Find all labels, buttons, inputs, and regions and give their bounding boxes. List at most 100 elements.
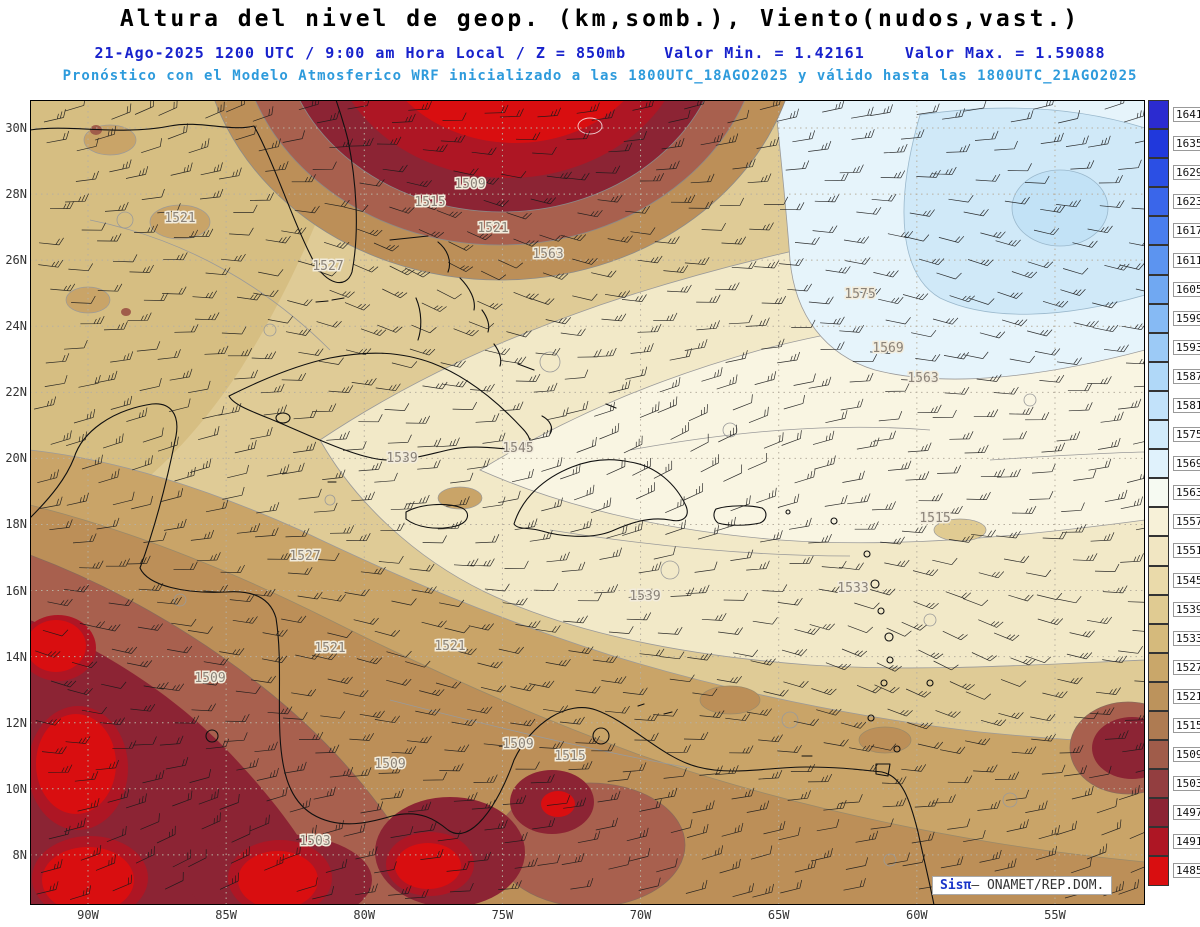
lat-tick-label: 10N xyxy=(5,781,27,796)
colorbar-swatch xyxy=(1148,187,1169,217)
colorbar-row: 1545 xyxy=(1148,565,1200,595)
colorbar-value: 1617 xyxy=(1173,223,1200,239)
colorbar-row: 1515 xyxy=(1148,710,1200,741)
colorbar-swatch xyxy=(1148,594,1169,624)
colorbar-swatch xyxy=(1148,361,1169,391)
valor-minmax: Valor Min. = 1.42161 Valor Max. = 1.5908… xyxy=(664,44,1105,62)
colorbar-value: 1551 xyxy=(1173,543,1200,559)
contour-label: 1533 xyxy=(837,581,868,596)
coast-cuba xyxy=(228,352,531,461)
colorbar-row: 1503 xyxy=(1148,769,1200,799)
colorbar-value: 1509 xyxy=(1173,747,1200,763)
colorbar-value: 1563 xyxy=(1173,485,1200,501)
contour-label: 1509 xyxy=(454,177,485,192)
lon-tick-label: 75W xyxy=(491,908,514,922)
contour-label: 1515 xyxy=(554,749,585,764)
geopotential-shading xyxy=(20,0,1187,926)
coast-jamaica xyxy=(405,503,469,529)
valor-max: Valor Max. = 1.59088 xyxy=(904,44,1106,62)
colorbar-swatch xyxy=(1148,216,1169,246)
colorbar-value: 1611 xyxy=(1173,252,1200,268)
colorbar-value: 1587 xyxy=(1173,368,1200,384)
colorbar-row: 1569 xyxy=(1148,449,1200,479)
colorbar-swatch xyxy=(1148,100,1169,130)
colorbar-value: 1557 xyxy=(1173,514,1200,530)
lat-tick-label: 26N xyxy=(5,253,27,268)
colorbar-swatch xyxy=(1148,827,1169,857)
lon-tick-label: 65W xyxy=(767,908,790,922)
colorbar-row: 1629 xyxy=(1148,158,1200,188)
colorbar-value: 1545 xyxy=(1173,572,1200,588)
colorbar-swatch xyxy=(1148,856,1169,886)
colorbar-value: 1503 xyxy=(1173,776,1200,792)
colorbar-value: 1569 xyxy=(1173,456,1200,472)
colorbar-swatch xyxy=(1148,129,1169,159)
colorbar-value: 1527 xyxy=(1173,659,1200,675)
contour-label: 1527 xyxy=(312,259,343,274)
lat-tick-label: 18N xyxy=(5,517,27,532)
colorbar-value: 1575 xyxy=(1173,427,1200,443)
contour-label: 1569 xyxy=(872,341,903,356)
coast-hispaniola xyxy=(513,459,688,537)
map-plot-area: 1509 1515 1521 1527 1521 1563 1575 1569 1563 1539… xyxy=(20,0,1187,926)
colorbar-row: 1587 xyxy=(1148,361,1200,391)
lat-tick-label: 22N xyxy=(5,385,27,400)
colorbar-swatch xyxy=(1148,390,1169,421)
contour-label: 1563 xyxy=(907,371,938,386)
lon-tick-label: 70W xyxy=(629,908,652,922)
contour-label: 1515 xyxy=(414,195,445,210)
colorbar-row: 1533 xyxy=(1148,623,1200,653)
colorbar-swatch xyxy=(1148,449,1169,479)
lat-tick-label: 28N xyxy=(5,187,27,202)
colorbar: 1641 1635 1629 1623 1617 1611 1605 1599 1593 1587… xyxy=(1148,100,1200,886)
colorbar-row: 1485 xyxy=(1148,856,1200,886)
coast-florida-keys xyxy=(315,297,345,303)
coast-lake-maracaibo xyxy=(592,727,610,745)
coast-lesser-antilles xyxy=(785,509,934,753)
page-title: Altura del nivel de geop. (km,somb.), Vi… xyxy=(119,6,1081,32)
colorbar-row: 1611 xyxy=(1148,245,1200,275)
lat-tick-label: 24N xyxy=(5,319,27,334)
contour-label: 1521 xyxy=(477,221,508,236)
colorbar-value: 1629 xyxy=(1173,165,1200,181)
lat-tick-label: 30N xyxy=(5,121,27,135)
lon-tick-label: 60W xyxy=(905,908,928,922)
valor-min: Valor Min. = 1.42161 xyxy=(664,44,865,62)
colorbar-swatch xyxy=(1148,681,1169,711)
colorbar-row: 1605 xyxy=(1148,274,1200,304)
colorbar-swatch xyxy=(1148,769,1169,799)
contour-label: 1509 xyxy=(194,671,225,686)
colorbar-swatch xyxy=(1148,623,1169,653)
colorbar-value: 1599 xyxy=(1173,310,1200,326)
colorbar-value: 1581 xyxy=(1173,397,1200,413)
colorbar-row: 1527 xyxy=(1148,652,1200,682)
contour-label: 1545 xyxy=(502,441,533,456)
colorbar-value: 1485 xyxy=(1173,863,1200,879)
contour-label: 1575 xyxy=(844,287,875,302)
contour-label: 1539 xyxy=(629,589,660,604)
colorbar-swatch xyxy=(1148,565,1169,595)
contour-label: 1515 xyxy=(919,511,950,526)
lon-tick-label: 90W xyxy=(77,908,99,922)
lat-tick-label: 12N xyxy=(5,715,27,730)
contour-label: 1539 xyxy=(386,451,417,466)
lon-tick-label: 80W xyxy=(353,908,376,922)
contour-label: 1563 xyxy=(532,247,563,262)
colorbar-swatch xyxy=(1148,332,1169,362)
lat-tick-label: 20N xyxy=(5,451,27,466)
lat-tick-label: 16N xyxy=(5,583,27,598)
colorbar-row: 1557 xyxy=(1148,507,1200,537)
watermark: Sisπ– ONAMET/REP.DOM. xyxy=(932,876,1113,895)
coast-puerto-rico xyxy=(713,505,767,526)
coast-lake-nicaragua xyxy=(205,729,219,743)
header-datetime-row: 21-Ago-2025 1200 UTC / 9:00 am Hora Loca… xyxy=(0,44,1200,62)
colorbar-swatch xyxy=(1148,245,1169,275)
colorbar-row: 1617 xyxy=(1148,216,1200,246)
colorbar-row: 1551 xyxy=(1148,536,1200,566)
colorbar-row: 1491 xyxy=(1148,827,1200,857)
colorbar-swatch xyxy=(1148,274,1169,304)
contour-label: 1521 xyxy=(314,641,345,656)
coastlines xyxy=(29,99,935,906)
coast-small-islands xyxy=(327,481,813,757)
contour-label: 1527 xyxy=(289,549,320,564)
